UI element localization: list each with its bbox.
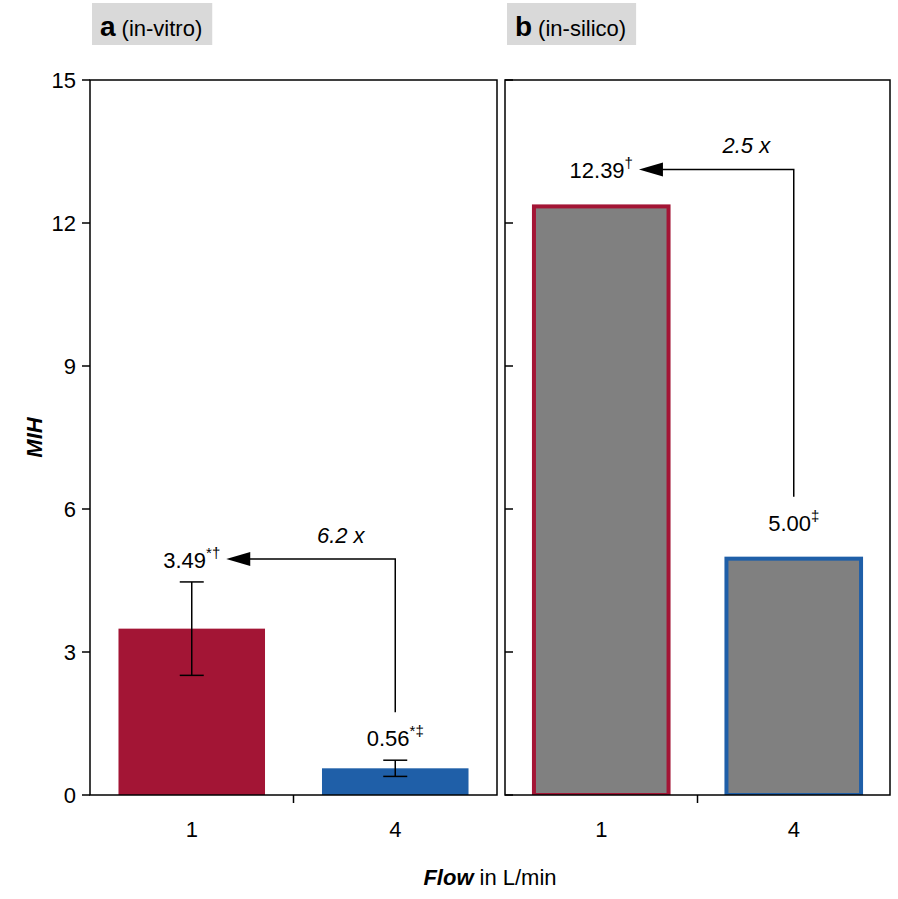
error-cap	[180, 581, 204, 583]
y-tick	[505, 508, 513, 510]
x-tick	[293, 795, 295, 803]
y-tick-label: 0	[64, 783, 76, 808]
annotation-arrow	[226, 552, 395, 712]
error-cap	[383, 776, 407, 778]
y-tick-label: 12	[52, 211, 76, 236]
x-tick-label: 1	[186, 817, 198, 842]
data-label: 12.39†	[570, 154, 633, 183]
y-tick	[82, 651, 90, 653]
bars	[534, 206, 861, 795]
y-tick	[505, 79, 513, 81]
arrow-line	[248, 559, 395, 712]
data-label: 3.49*†	[163, 544, 220, 573]
y-tick	[82, 365, 90, 367]
subtitle: (in-vitro)	[122, 16, 203, 41]
data-label-number: 3.49	[163, 548, 206, 573]
y-axis-label: MIH	[22, 416, 47, 457]
title-letter: b	[515, 11, 532, 42]
title: a(in-vitro)	[100, 11, 202, 42]
chart-root: a(in-vitro) 0 3 6 9 12 15 1 4 MIH Flowin L/min 3.49…	[0, 0, 898, 899]
data-label-mark: *‡	[410, 722, 424, 739]
frame	[90, 80, 497, 795]
data-label-number: 5.00	[768, 511, 811, 536]
bar	[534, 206, 669, 795]
data-label-number: 0.56	[367, 726, 410, 751]
y-tick	[82, 222, 90, 224]
title-group: b(in-silico)	[507, 3, 636, 45]
data-label: 5.00‡	[768, 507, 819, 536]
y-tick	[505, 222, 513, 224]
arrow-head	[226, 552, 250, 566]
y-tick	[82, 79, 90, 81]
error-line	[191, 582, 193, 675]
title-group: a(in-vitro)	[92, 3, 212, 45]
data-label-mark: ‡	[811, 507, 819, 524]
annotation-arrow	[639, 162, 794, 496]
annotation: 6.2 x	[317, 523, 366, 548]
title-background	[92, 3, 212, 45]
data-label-number: 12.39	[570, 158, 625, 183]
x-tick-label: 1	[595, 817, 607, 842]
frame	[505, 80, 890, 795]
y-tick-label: 6	[64, 497, 76, 522]
title-letter: a	[100, 11, 116, 42]
subtitle: (in-silico)	[538, 16, 626, 41]
x-axis-label: Flowin L/min	[423, 865, 556, 890]
data-label-mark: †	[625, 154, 633, 171]
y-tick-label: 9	[64, 354, 76, 379]
y-tick-label: 3	[64, 640, 76, 665]
error-cap	[180, 675, 204, 677]
x-axis-label-part: in L/min	[480, 865, 557, 890]
arrow-line	[661, 169, 794, 496]
y-tick	[82, 794, 90, 796]
error-cap	[383, 759, 407, 761]
data-label: 0.56*‡	[367, 722, 424, 751]
bar	[726, 559, 861, 795]
title: b(in-silico)	[515, 11, 626, 42]
x-tick-label: 4	[389, 817, 401, 842]
title-background	[507, 3, 636, 45]
annotation: 2.5 x	[722, 133, 772, 158]
error-bar	[180, 582, 204, 675]
y-tick	[505, 651, 513, 653]
y-tick	[82, 508, 90, 510]
bars	[118, 582, 468, 795]
arrow-head	[639, 162, 663, 176]
x-tick	[697, 795, 699, 803]
data-label-mark: *†	[206, 544, 220, 561]
x-axis-label-part: Flow	[423, 865, 475, 890]
y-tick-label: 15	[52, 68, 76, 93]
y-tick	[505, 365, 513, 367]
x-tick-label: 4	[788, 817, 800, 842]
error-bar	[383, 760, 407, 776]
y-tick	[505, 794, 513, 796]
error-line	[395, 760, 397, 776]
